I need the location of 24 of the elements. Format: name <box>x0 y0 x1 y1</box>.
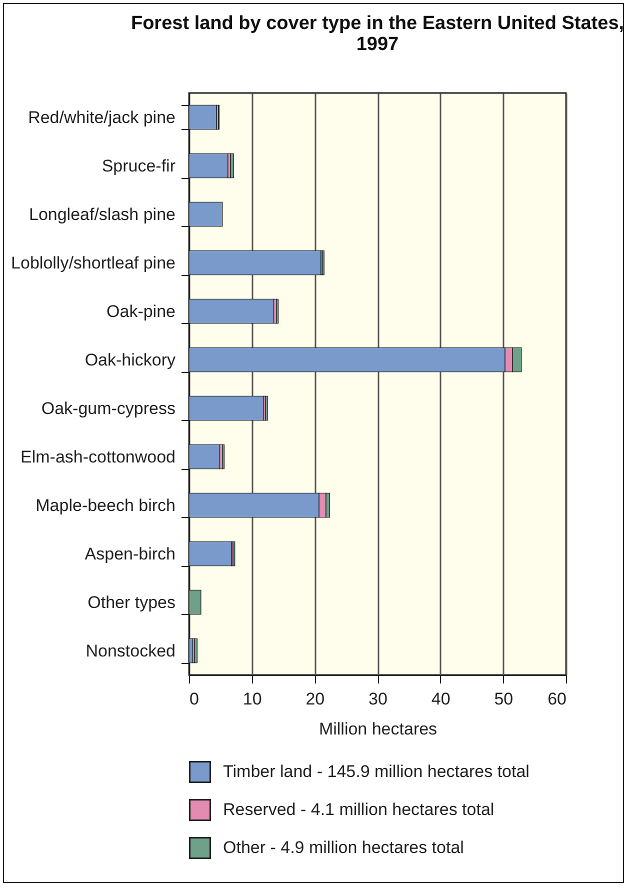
x-tick-label: 40 <box>431 690 450 708</box>
y-tick-label: Longleaf/slash pine <box>28 204 176 224</box>
y-tick-label: Elm-ash-cottonwood <box>20 447 176 466</box>
x-tick-label: 0 <box>190 690 199 708</box>
y-tick-label: Spruce-fir <box>102 156 176 176</box>
legend-label: Reserved - 4.1 million hectares total <box>223 800 494 819</box>
x-tick-label: 60 <box>548 690 566 708</box>
x-tick-label: 50 <box>494 690 514 708</box>
legend-label: Other - 4.9 million hectares total <box>223 838 464 857</box>
x-tick-label: 20 <box>306 690 325 708</box>
y-tick-label: Maple-beech birch <box>36 496 176 515</box>
x-axis-title: Million hectares <box>318 720 438 738</box>
y-tick-label: Oak-pine <box>106 302 176 321</box>
y-tick-label: Loblolly/shortleaf pine <box>11 253 176 272</box>
y-tick-label: Aspen-birch <box>84 544 176 564</box>
y-tick-label: Other types <box>88 592 176 612</box>
y-tick-label: Oak-gum-cypress <box>41 398 176 418</box>
x-tick-label: 10 <box>242 690 262 708</box>
y-tick-label: Red/white/jack pine <box>28 108 176 127</box>
x-tick-label: 30 <box>368 690 388 708</box>
y-tick-label: Nonstocked <box>86 641 176 660</box>
legend-label: Timber land - 145.9 million hectares total <box>223 762 530 781</box>
chart-title: Forest land by cover type in the Eastern United States, 1997 <box>130 13 624 55</box>
y-tick-label: Oak-hickory <box>84 350 176 370</box>
